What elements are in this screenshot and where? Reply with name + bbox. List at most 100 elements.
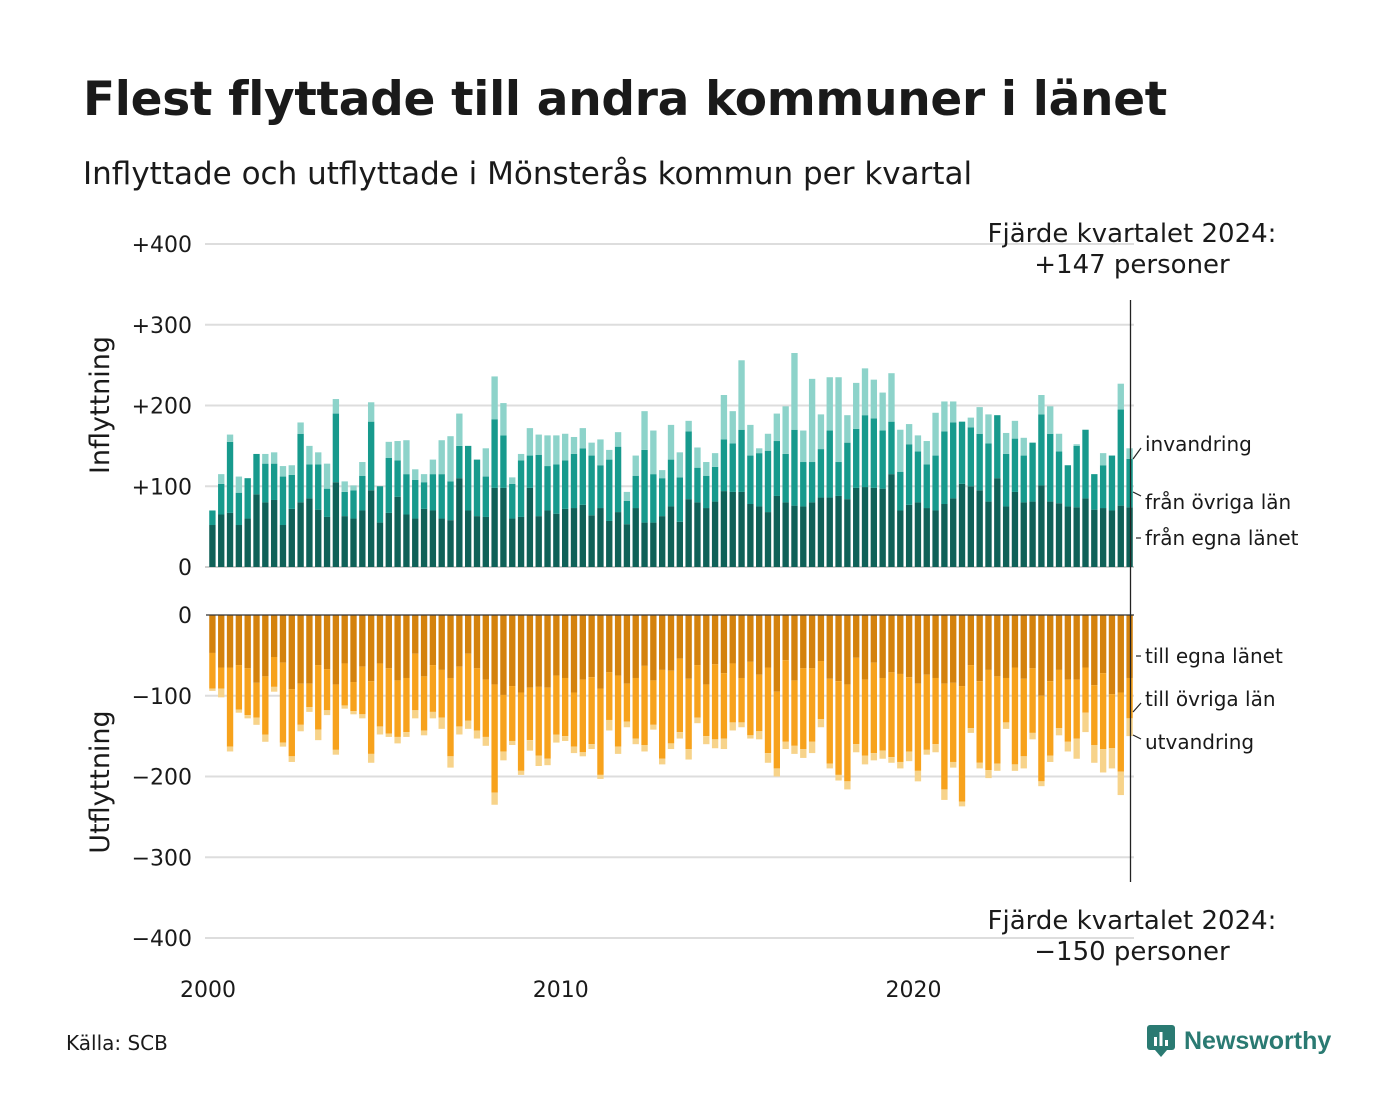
bar-segment-out-0 [244, 615, 251, 669]
bar-segment-in-0 [641, 522, 648, 567]
bar-segment-in-0 [905, 504, 913, 567]
bar-segment-out-0 [623, 615, 631, 684]
bar-segment-in-0 [1082, 498, 1089, 567]
bar-segment-out-1 [738, 677, 745, 723]
bar-segment-out-0 [985, 615, 992, 670]
bar-segment-out-2 [861, 755, 869, 765]
bar-segment-in-2 [844, 415, 851, 443]
bar-segment-out-2 [350, 711, 357, 715]
bar-segment-out-0 [235, 615, 243, 666]
bar-segment-out-2 [606, 719, 613, 731]
bar-segment-out-1 [367, 681, 375, 754]
bar-segment-in-2 [729, 411, 736, 444]
bar-segment-in-0 [244, 518, 251, 567]
bar-segment-in-2 [350, 485, 357, 491]
bar-segment-out-1 [482, 679, 489, 737]
bar-segment-out-2 [420, 730, 428, 736]
bar-segment-in-2 [429, 459, 437, 475]
bar-segment-in-0 [632, 508, 639, 567]
bar-segment-out-0 [491, 615, 498, 685]
bar-segment-out-0 [367, 615, 375, 682]
bar-segment-in-1 [1073, 445, 1080, 508]
bar-segment-out-1 [412, 653, 419, 711]
series-label-invandring: invandring [1145, 432, 1252, 456]
bar-segment-out-0 [694, 615, 701, 666]
bar-segment-out-1 [711, 664, 719, 740]
bar-segment-in-1 [685, 431, 692, 500]
bar-segment-in-1 [526, 455, 534, 488]
bar-segment-in-1 [773, 441, 780, 496]
bar-segment-in-1 [808, 462, 816, 503]
bar-segment-out-0 [1029, 615, 1036, 669]
bar-segment-in-1 [385, 457, 392, 513]
bar-segment-out-2 [1108, 748, 1116, 769]
y-tick-labels: +400 +300 +200 +100 0 0 −100 −200 −300 −400 [132, 233, 192, 952]
bar-segment-in-1 [606, 459, 613, 521]
bar-segment-out-2 [950, 761, 957, 768]
bar-segment-out-1 [464, 653, 472, 721]
bar-segment-out-2 [897, 761, 904, 769]
bar-segment-out-1 [253, 682, 260, 718]
bar-segment-out-0 [747, 615, 754, 662]
bar-segment-out-2 [1055, 728, 1063, 736]
bar-segment-out-2 [597, 774, 604, 779]
bar-segment-in-1 [394, 460, 401, 497]
bar-segment-out-1 [341, 663, 348, 706]
bar-segment-in-2 [570, 436, 578, 454]
bar-segment-in-2 [262, 453, 269, 464]
bar-segment-in-2 [367, 402, 375, 422]
bar-segment-out-0 [1020, 615, 1027, 679]
bar-segment-in-1 [359, 475, 366, 511]
bar-segment-out-2 [747, 735, 754, 739]
bar-segment-out-1 [914, 683, 922, 771]
bar-segment-in-0 [738, 491, 745, 567]
bar-segment-in-1 [1064, 465, 1072, 507]
bar-segment-in-1 [676, 477, 683, 522]
bar-segment-out-0 [606, 615, 613, 673]
bar-segment-in-2 [641, 411, 648, 450]
bar-segment-in-2 [791, 353, 798, 430]
bar-segment-out-0 [420, 615, 428, 677]
bar-segment-in-1 [650, 474, 657, 523]
bar-segment-in-0 [1029, 501, 1036, 567]
bar-segment-in-0 [958, 483, 966, 567]
bar-segment-out-2 [764, 753, 772, 763]
bar-segment-out-0 [412, 615, 419, 654]
bar-segment-out-0 [341, 615, 348, 664]
bar-segment-out-1 [950, 682, 957, 762]
bar-segment-in-0 [994, 478, 1001, 568]
bar-segment-out-2 [967, 728, 975, 733]
bar-segment-in-1 [861, 415, 869, 488]
bar-segment-out-1 [641, 665, 648, 746]
bar-segment-out-2 [685, 749, 692, 760]
bar-segment-out-0 [597, 615, 604, 689]
bar-segment-in-2 [1038, 395, 1045, 415]
bar-segment-out-0 [1099, 615, 1107, 674]
bar-segment-out-1 [297, 683, 304, 725]
bar-segment-out-1 [905, 677, 913, 752]
bar-segment-out-0 [667, 615, 675, 671]
bar-segment-out-1 [1011, 667, 1019, 765]
bar-segment-in-1 [579, 448, 586, 505]
bar-segment-out-2 [376, 726, 384, 735]
bar-segment-in-2 [632, 455, 639, 476]
bar-segment-out-1 [270, 656, 278, 687]
bar-segment-out-2 [941, 789, 948, 800]
bar-segment-out-1 [1029, 668, 1036, 733]
bar-segment-in-2 [932, 412, 939, 456]
bar-segment-out-2 [491, 792, 498, 805]
bar-segment-in-1 [341, 491, 348, 517]
bar-segment-out-1 [897, 673, 904, 762]
bar-segment-in-1 [756, 453, 763, 507]
bar-segment-out-0 [1082, 615, 1089, 668]
bar-segment-out-1 [676, 658, 683, 733]
bar-segment-out-0 [650, 615, 657, 681]
bar-segment-in-0 [500, 487, 507, 568]
bar-segment-in-1 [438, 474, 445, 519]
bar-segment-out-0 [614, 615, 622, 676]
bar-segment-out-2 [500, 751, 507, 761]
bar-segment-out-1 [1038, 695, 1045, 782]
bar-segment-in-0 [606, 520, 613, 567]
bar-segment-in-0 [447, 520, 454, 567]
bar-segment-out-2 [676, 732, 683, 739]
